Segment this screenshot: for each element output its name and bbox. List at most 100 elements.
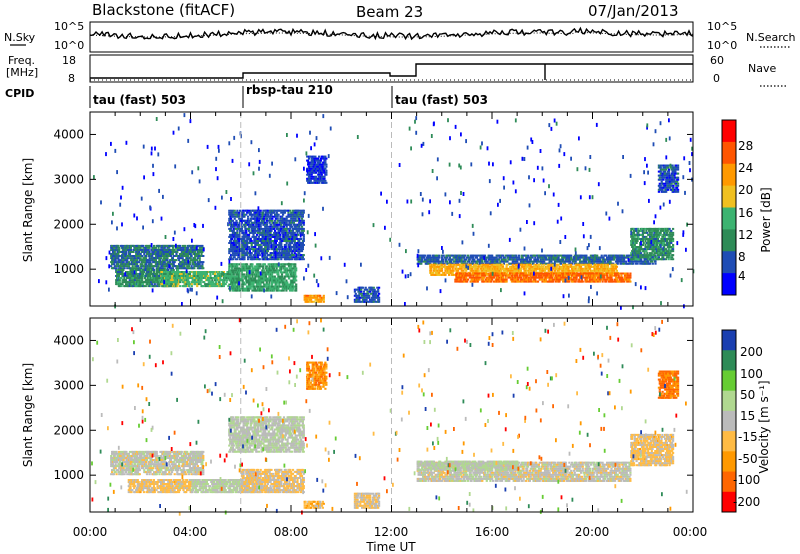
power-cell [288,252,290,254]
power-cell [286,230,288,232]
power-cell [270,224,272,226]
power-cell [187,247,189,249]
power-cell [141,267,143,269]
power-cell [320,160,322,162]
power-cell [257,256,259,258]
power-cell [244,226,246,228]
power-cell [164,273,166,275]
power-cell [324,162,326,164]
power-cell [324,160,326,162]
power-cell [231,238,233,240]
power-cell [286,226,288,228]
power-cell [286,222,288,224]
power-cell [289,210,291,212]
power-cell [242,286,244,288]
power-cell [295,267,297,269]
power-cell [256,234,258,236]
power-cell [251,216,253,218]
power-cell [239,290,241,292]
power-cell [234,210,236,212]
power-cell [235,244,237,246]
power-cell [153,271,155,273]
power-cell [292,269,294,271]
power-cell [311,178,313,180]
power-cell [236,210,238,212]
power-cell [291,252,293,254]
power-cell [179,285,181,287]
power-cell [258,252,260,254]
power-cell [366,299,368,301]
power-cell [432,272,434,274]
power-cell [200,283,202,285]
power-cell [292,230,294,232]
power-cell [303,236,305,238]
power-cell [300,224,302,226]
power-cell [355,293,357,295]
power-cell [177,269,179,271]
power-cell [268,244,270,246]
power-cell [289,244,291,246]
power-cell [481,261,483,263]
power-cell [250,220,252,222]
power-cell [310,156,312,158]
power-cell [599,259,601,261]
power-cell [543,261,545,263]
power-cell [248,222,250,224]
power-cell [172,253,174,255]
power-cell [596,255,598,257]
power-cell [481,259,483,261]
power-cell [174,261,176,263]
power-cell [314,156,316,158]
power-cell [377,295,379,297]
power-cell [420,263,422,265]
power-cell [365,287,367,289]
power-cell [142,245,144,247]
power-cell [276,212,278,214]
power-cell [155,247,157,249]
power-cell [487,261,489,263]
power-cell [246,263,248,265]
power-cell [294,232,296,234]
power-cell [118,249,120,251]
power-cell [604,261,606,263]
power-cell [176,285,178,287]
power-cell [242,280,244,282]
power-cell [280,244,282,246]
power-cell [191,285,193,287]
power-cell [518,257,520,259]
noise-sky-label: N.Sky [4,31,36,44]
power-cell [430,268,432,270]
power-cell [277,273,279,275]
power-cell [243,282,245,284]
power-cell [295,276,297,278]
power-cell [275,246,277,248]
power-cell [166,257,168,259]
power-cell [295,286,297,288]
power-cell [234,218,236,220]
power-cell [310,180,312,182]
power-cell [310,299,312,301]
power-cell [280,224,282,226]
power-cell [248,290,250,292]
nave-label: Nave [748,62,776,75]
power-cell [292,290,294,292]
power-cell [325,170,327,172]
cpid-label: CPID [5,87,34,100]
power-cell [360,291,362,293]
freq-left-tick-bottom: 8 [68,72,75,85]
power-cell [450,261,452,263]
power-cell [294,273,296,275]
power-cell [303,230,305,232]
power-cell [130,247,132,249]
power-cell [374,299,376,301]
power-cell [550,261,552,263]
power-cell [173,277,175,279]
power-cell [289,228,291,230]
power-cell [170,255,172,257]
power-cell [194,251,196,253]
power-cell [569,261,571,263]
power-cell [121,271,123,273]
power-cell [209,275,211,277]
power-heatmap [93,113,694,310]
power-cell [142,283,144,285]
